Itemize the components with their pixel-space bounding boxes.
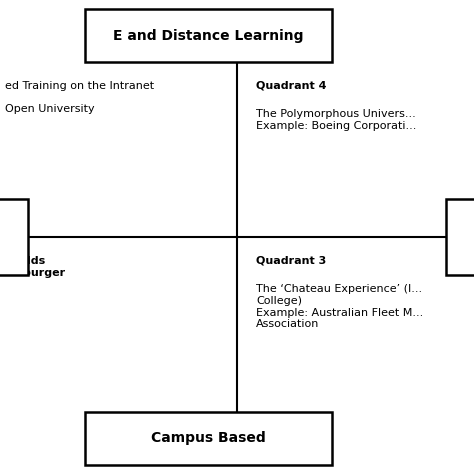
FancyBboxPatch shape	[446, 199, 474, 275]
FancyBboxPatch shape	[85, 9, 332, 62]
FancyBboxPatch shape	[85, 412, 332, 465]
Text: The Polymorphous Univers...
Example: Boeing Corporati...: The Polymorphous Univers... Example: Boe…	[256, 109, 416, 131]
Text: The ‘Chateau Experience’ (I...
College)
Example: Australian Fleet M...
Associati: The ‘Chateau Experience’ (I... College) …	[256, 284, 423, 329]
Text: Quadrant 3: Quadrant 3	[256, 256, 326, 266]
Text: onalds
amburger: onalds amburger	[5, 256, 66, 278]
Text: E and Distance Learning: E and Distance Learning	[113, 28, 304, 43]
Text: ed Training on the Intranet

Open University: ed Training on the Intranet Open Univers…	[5, 81, 154, 114]
FancyBboxPatch shape	[0, 199, 28, 275]
Text: Campus Based: Campus Based	[151, 431, 266, 446]
Text: Quadrant 4: Quadrant 4	[256, 81, 327, 91]
